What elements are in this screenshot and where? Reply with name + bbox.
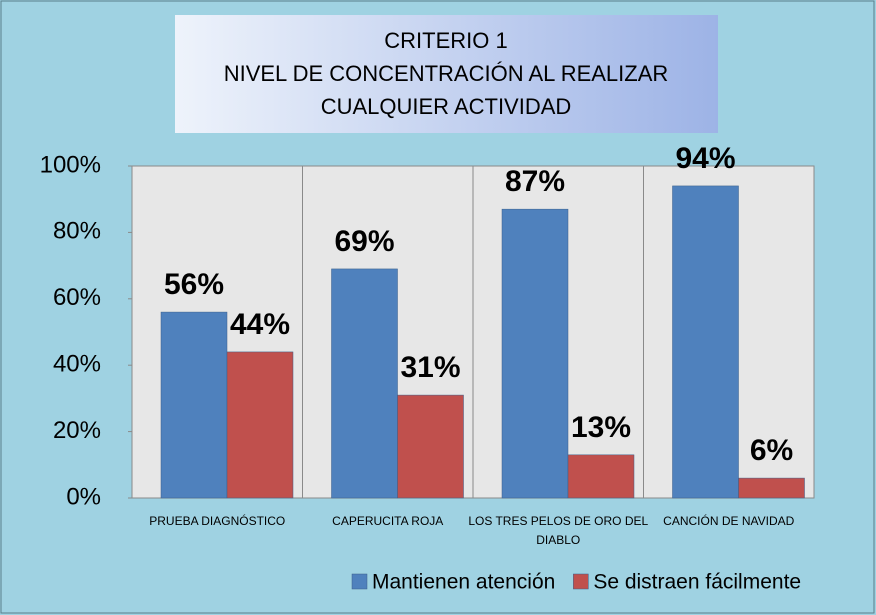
- data-label: 87%: [505, 165, 565, 198]
- bar: [226, 351, 294, 499]
- data-label: 13%: [571, 411, 631, 444]
- data-label: 56%: [164, 268, 224, 301]
- legend-swatch: [351, 573, 368, 590]
- bar: [397, 394, 464, 499]
- y-tick-label: 20%: [53, 417, 101, 444]
- legend-label: Se distraen fácilmente: [593, 571, 801, 594]
- legend-label: Mantienen atención: [372, 571, 555, 594]
- data-label: 6%: [750, 434, 793, 467]
- x-tick-label: CAPERUCITA ROJA: [332, 514, 444, 528]
- chart-title: CUALQUIER ACTIVIDAD: [321, 94, 572, 119]
- bar: [672, 185, 739, 499]
- data-label: 69%: [334, 225, 394, 258]
- bar: [567, 454, 635, 499]
- bar: [738, 477, 805, 499]
- x-tick-label: CANCIÓN DE NAVIDAD: [663, 514, 795, 528]
- x-tick-label: PRUEBA DIAGNÓSTICO: [149, 514, 286, 528]
- y-tick-label: 60%: [53, 284, 101, 311]
- y-tick-label: 40%: [53, 351, 101, 378]
- y-tick-label: 100%: [40, 151, 101, 178]
- data-label: 94%: [675, 142, 735, 175]
- data-label: 31%: [400, 351, 460, 384]
- bar: [160, 311, 228, 499]
- x-tick-label: LOS TRES PELOS DE ORO DEL DIABLO: [468, 514, 649, 547]
- bar: [331, 268, 398, 499]
- chart-title: NIVEL DE CONCENTRACIÓN AL REALIZAR: [224, 61, 669, 86]
- legend-swatch: [573, 573, 589, 590]
- bar: [501, 208, 569, 499]
- title-box: [175, 15, 718, 133]
- data-label: 44%: [230, 308, 290, 341]
- y-tick-label: 0%: [66, 483, 101, 510]
- y-tick-label: 80%: [53, 218, 101, 245]
- chart-title: CRITERIO 1: [384, 28, 507, 53]
